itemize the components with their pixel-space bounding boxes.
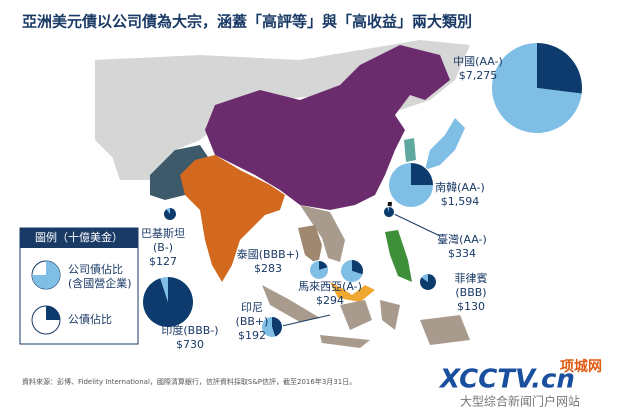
region-label: (BB+): [236, 315, 269, 328]
region-label: $1,594: [441, 195, 480, 208]
region-label: 南韓(AA-): [435, 181, 485, 194]
watermark-site: 项城网: [560, 358, 602, 375]
region-label: $730: [176, 338, 204, 351]
source: 資料來源：彭博、Fidelity International，國際清算銀行，信評…: [22, 377, 356, 386]
leader-line: [393, 213, 441, 237]
indonesia: [262, 285, 320, 322]
watermark-slogan: 大型综合新闻门户网站: [460, 394, 580, 409]
philippines: [385, 230, 412, 282]
japan: [425, 118, 465, 170]
title: 亞洲美元債以公司債為大宗，涵蓋「高評等」與「高收益」兩大類別: [22, 13, 472, 31]
corp-slice: [389, 163, 433, 207]
legend-label: (含國營企業): [68, 276, 132, 290]
thailand: [298, 225, 322, 265]
china: [205, 45, 450, 210]
region-label: (BBB): [455, 286, 486, 299]
gov-slice: [537, 43, 582, 94]
gov-slice: [352, 260, 364, 275]
legend: 圖例（十億美金） 公司債佔比 (含國營企業) 公債佔比: [19, 227, 139, 345]
corp-slice: [387, 207, 389, 212]
corp-slice: [421, 274, 428, 282]
pakistan: [150, 145, 210, 200]
land: [110, 140, 180, 180]
region-label: 印度(BBB-): [161, 323, 218, 337]
korea: [404, 138, 416, 162]
region-label: $7,275: [459, 69, 498, 82]
legend-label: 公債佔比: [68, 312, 112, 326]
region-label: $192: [238, 329, 266, 342]
region-label: $127: [149, 255, 177, 268]
region-label: $294: [316, 294, 344, 307]
legend-header: [20, 228, 138, 248]
gov-slice: [420, 274, 437, 290]
region-label: 臺灣(AA-): [437, 232, 487, 246]
region-label: 菲律賓: [455, 271, 488, 285]
indonesia: [420, 315, 470, 345]
indonesia: [340, 300, 372, 330]
indonesia: [380, 300, 400, 330]
corp-slice: [310, 261, 329, 279]
indochina: [300, 205, 345, 262]
legend-title: 圖例（十億美金）: [35, 230, 123, 244]
region-label: 印尼: [241, 301, 263, 314]
gov-slice: [163, 208, 176, 221]
corp-slice: [491, 42, 582, 133]
corp-slice: [166, 208, 170, 214]
map: [95, 40, 470, 348]
region-label: 泰國(BBB+): [237, 247, 299, 261]
indonesia: [320, 335, 370, 348]
region-label: (B-): [153, 241, 173, 254]
corp-slice: [160, 276, 168, 302]
region-label: 馬來西亞(A-): [298, 280, 362, 293]
region-label: 巴基斯坦: [141, 226, 185, 240]
india: [180, 155, 285, 282]
gov-slice: [272, 317, 283, 337]
region-label: $130: [457, 300, 485, 313]
legend-label: 公司債佔比: [68, 262, 123, 276]
gov-slice: [411, 163, 433, 185]
corp-slice: [262, 317, 276, 337]
region-label: $334: [448, 247, 476, 260]
legend-slice: [46, 306, 60, 320]
region-label: $283: [254, 262, 282, 275]
gov-slice: [319, 261, 328, 270]
legend-slice: [32, 261, 60, 289]
corp-slice: [341, 260, 363, 282]
leader-line: [281, 314, 331, 327]
malaysia: [330, 282, 375, 302]
watermark-logo: XCCTV.cn: [438, 365, 575, 395]
region-label: 中國(AA-): [453, 55, 503, 68]
